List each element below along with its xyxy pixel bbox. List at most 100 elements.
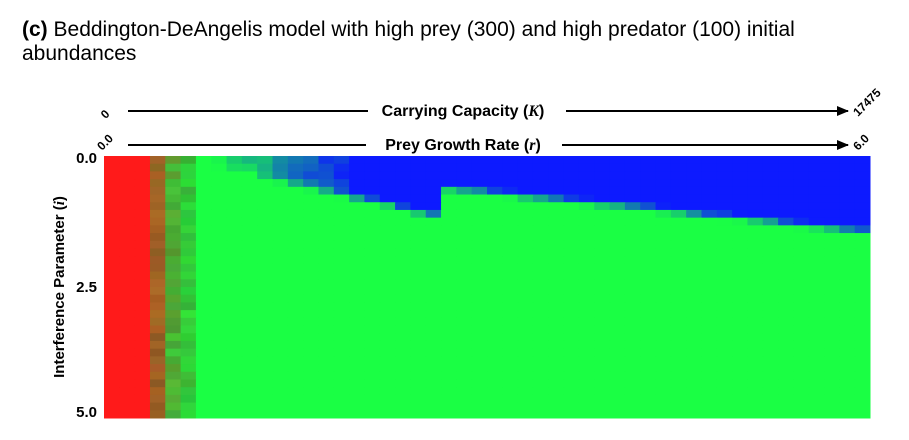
heatmap-cell	[149, 379, 166, 388]
heatmap-cell	[379, 209, 396, 219]
heatmap-cell	[532, 217, 549, 226]
heatmap-cell	[272, 325, 289, 334]
heatmap-cell	[686, 186, 702, 196]
heatmap-cell	[609, 194, 626, 203]
heatmap-cell	[808, 209, 825, 219]
heatmap-cell	[226, 364, 243, 373]
heatmap-cell	[839, 371, 856, 380]
heatmap-cell	[824, 194, 840, 203]
heatmap-cell	[532, 310, 549, 319]
heatmap-cell	[364, 333, 381, 342]
heatmap-cell	[379, 256, 396, 265]
heatmap-cell	[517, 233, 534, 242]
heatmap-cell	[655, 402, 672, 411]
heatmap-cell	[808, 356, 825, 365]
heatmap-cell	[226, 340, 243, 350]
heatmap-cell	[241, 248, 258, 257]
heatmap-cell	[104, 333, 120, 342]
heatmap-cell	[104, 233, 120, 242]
heatmap-cell	[609, 294, 626, 303]
heatmap-cell	[456, 394, 473, 404]
heatmap-cell	[670, 325, 687, 334]
heatmap-cell	[701, 171, 718, 180]
heatmap-cell	[195, 163, 212, 172]
heatmap-cell	[441, 186, 457, 196]
heatmap-cell	[257, 387, 274, 396]
heatmap-cell	[808, 171, 825, 180]
heatmap-cell	[839, 163, 856, 172]
heatmap-cell	[471, 225, 488, 234]
heatmap-cell	[195, 240, 212, 249]
heatmap-cell	[655, 410, 672, 419]
heatmap-cell	[487, 317, 503, 327]
heatmap-cell	[839, 410, 856, 419]
heatmap-cell	[716, 379, 733, 388]
heatmap-cell	[211, 310, 228, 319]
heatmap-cell	[364, 356, 381, 365]
heatmap-cell	[793, 156, 810, 165]
heatmap-cell	[425, 240, 442, 249]
heatmap-cell	[180, 225, 197, 234]
heatmap-cell	[778, 248, 794, 257]
heatmap-cell	[824, 256, 840, 265]
heatmap-cell	[349, 217, 365, 226]
heatmap-cell	[670, 294, 687, 303]
heatmap-cell	[303, 287, 319, 296]
heatmap-cell	[762, 340, 779, 350]
heatmap-cell	[364, 209, 381, 219]
heatmap-cell	[487, 186, 503, 196]
heatmap-cell	[793, 294, 810, 303]
heatmap-cell	[241, 186, 258, 196]
heatmap-cell	[364, 233, 381, 242]
heatmap-cell	[379, 156, 396, 165]
heatmap-cell	[640, 371, 657, 380]
heatmap-cell	[165, 402, 182, 411]
heatmap-cell	[395, 217, 411, 226]
heatmap-cell	[563, 240, 580, 249]
heatmap-cell	[119, 310, 136, 319]
heatmap-cell	[364, 387, 381, 396]
heatmap-cell	[594, 333, 611, 342]
heatmap-cell	[104, 163, 120, 172]
heatmap-cell	[257, 279, 274, 288]
heatmap-cell	[563, 294, 580, 303]
heatmap-cell	[732, 364, 748, 373]
heatmap-cell	[241, 217, 258, 226]
heatmap-cell	[532, 387, 549, 396]
heatmap-cell	[349, 271, 365, 280]
heatmap-cell	[471, 179, 488, 188]
heatmap-cell	[333, 325, 350, 334]
heatmap-cell	[318, 317, 335, 327]
heatmap-cell	[272, 248, 289, 257]
heatmap-cell	[517, 194, 534, 203]
heatmap-cell	[410, 171, 427, 180]
heatmap-cell	[854, 379, 871, 388]
heatmap-cell	[640, 379, 657, 388]
heatmap-cell	[578, 402, 595, 411]
heatmap-cell	[104, 186, 120, 196]
heatmap-cell	[333, 379, 350, 388]
heatmap-cell	[670, 256, 687, 265]
heatmap-cell	[670, 225, 687, 234]
heatmap-cell	[824, 163, 840, 172]
heatmap-cell	[349, 179, 365, 188]
heatmap-cell	[410, 156, 427, 165]
heatmap-cell	[257, 248, 274, 257]
heatmap-cell	[701, 240, 718, 249]
heatmap-cell	[655, 379, 672, 388]
heatmap-cell	[854, 333, 871, 342]
heatmap-cell	[441, 356, 457, 365]
heatmap-cell	[778, 302, 794, 311]
heatmap-cell	[303, 294, 319, 303]
heatmap-cell	[211, 364, 228, 373]
heatmap-cell	[578, 256, 595, 265]
heatmap-cell	[195, 402, 212, 411]
heatmap-cell	[211, 156, 228, 165]
heatmap-cell	[594, 179, 611, 188]
heatmap-cell	[670, 340, 687, 350]
heatmap-cell	[272, 310, 289, 319]
heatmap-cell	[303, 279, 319, 288]
heatmap-cell	[808, 317, 825, 327]
heatmap-cell	[241, 225, 258, 234]
heatmap-cell	[762, 256, 779, 265]
